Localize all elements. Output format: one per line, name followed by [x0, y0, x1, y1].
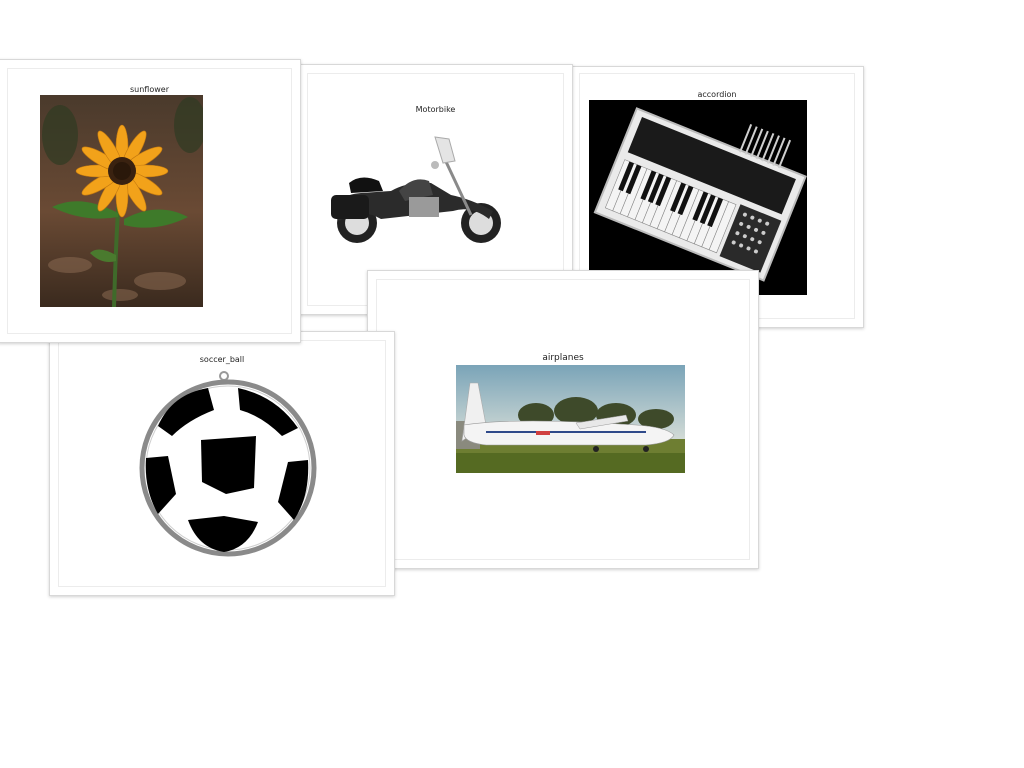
- card-title: airplanes: [542, 353, 584, 363]
- airplanes-image: [456, 365, 685, 473]
- motorbike-image: [321, 135, 505, 247]
- accordion-image: [589, 100, 807, 295]
- card-title: soccer_ball: [199, 355, 245, 364]
- sunflower-image: [40, 95, 203, 307]
- card-title: sunflower: [130, 85, 169, 94]
- card-title: Motorbike: [415, 105, 456, 114]
- soccer-ball-image: [139, 371, 317, 557]
- card-title: accordion: [697, 90, 737, 99]
- soccer-ball-image-card[interactable]: soccer_ball: [49, 331, 395, 596]
- sunflower-image-card[interactable]: sunflower: [0, 59, 301, 343]
- airplanes-image-card[interactable]: airplanes: [367, 270, 759, 569]
